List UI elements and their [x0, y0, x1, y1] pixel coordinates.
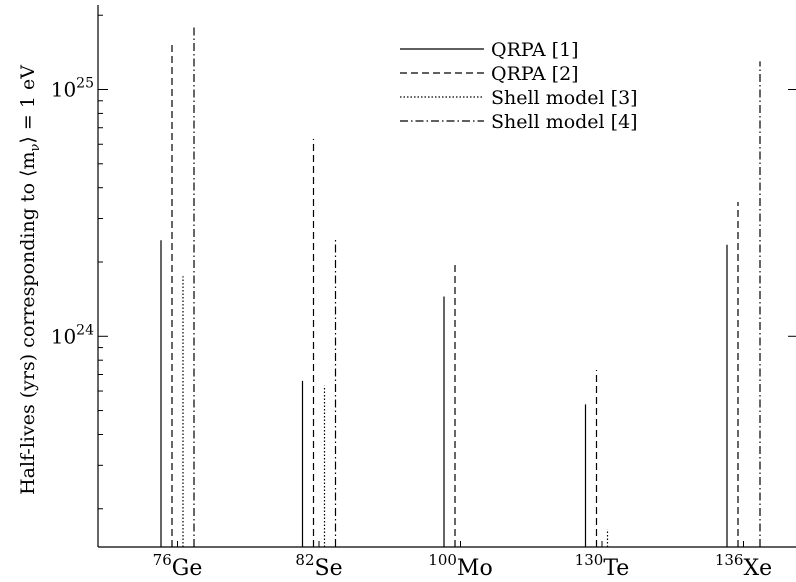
isotope-mass-number: 100	[428, 551, 457, 569]
isotope-mass-number: 76	[153, 551, 172, 569]
isotope-symbol: Xe	[743, 556, 772, 581]
y-tick-exponent: 25	[76, 76, 94, 92]
x-tick-labels: 76Ge 82Se 100Mo 130Te 136Xe	[153, 551, 773, 581]
legend-entry: Shell model [4]	[491, 111, 638, 133]
y-axis-label: Half-lives (yrs) corresponding to ⟨mν⟩ =…	[17, 65, 43, 495]
legend-entry: Shell model [3]	[491, 87, 638, 109]
isotope-symbol: Se	[315, 556, 343, 581]
isotope-symbol: Mo	[457, 556, 493, 581]
y-axis-label-main: Half-lives (yrs) corresponding to	[17, 183, 39, 495]
bars	[160, 26, 761, 547]
isotope-mass-number: 130	[575, 551, 604, 569]
x-tick-label-te: 130Te	[575, 551, 630, 581]
y-tick-label: 1025	[51, 76, 94, 102]
y-axis-label-math: ⟨m	[17, 152, 39, 177]
plot-frame	[97, 5, 796, 548]
y-tick-base: 10	[51, 78, 76, 102]
x-tick-label-se: 82Se	[295, 551, 342, 581]
y-axis-label-tail: ⟩ = 1 eV	[17, 65, 39, 144]
axis-ticks	[98, 14, 796, 547]
y-tick-exponent: 24	[76, 322, 94, 338]
isotope-symbol: Ge	[172, 556, 203, 581]
x-tick-label-xe: 136Xe	[715, 551, 772, 581]
isotope-mass-number: 136	[715, 551, 744, 569]
isotope-mass-number: 82	[295, 551, 314, 569]
y-axis-label-sub: ν	[28, 144, 43, 152]
legend-entry: QRPA [1]	[491, 39, 579, 61]
isotope-symbol: Te	[603, 556, 629, 581]
x-tick-label-ge: 76Ge	[153, 551, 203, 581]
legend: QRPA [1]QRPA [2]Shell model [3]Shell mod…	[400, 39, 638, 133]
y-tick-base: 10	[51, 324, 76, 348]
legend-entry: QRPA [2]	[491, 63, 579, 85]
y-tick-label: 1024	[51, 322, 94, 348]
x-tick-label-mo: 100Mo	[428, 551, 492, 581]
